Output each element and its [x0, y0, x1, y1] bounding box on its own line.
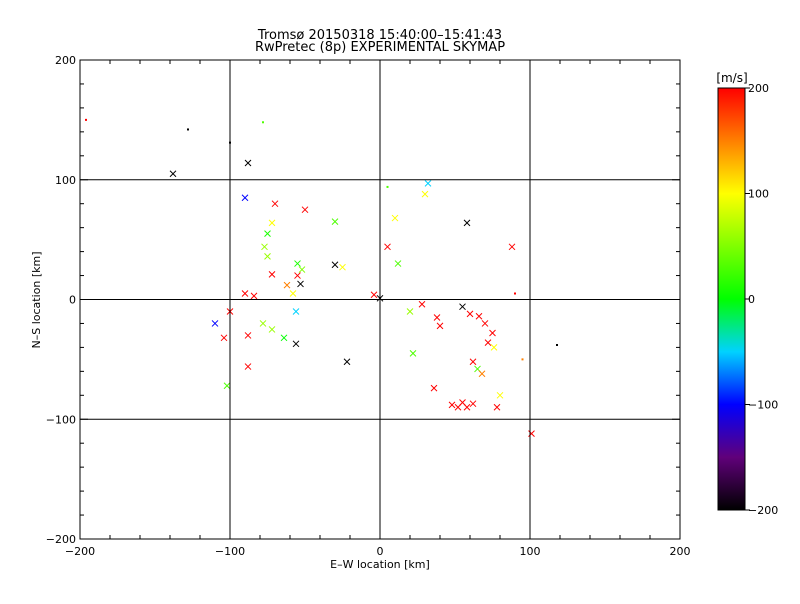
colorbar: [717, 87, 746, 511]
data-point-cross: [241, 290, 249, 297]
x-tick-label: 0: [377, 545, 384, 558]
data-point-cross: [436, 322, 444, 330]
data-point-cross: [294, 272, 301, 279]
x-tick-label: 200: [670, 545, 691, 558]
data-point-cross: [244, 332, 252, 339]
axis-ticks: [79, 59, 681, 540]
data-point-cross: [271, 200, 279, 208]
data-point-cross: [298, 266, 306, 273]
data-point-cross: [223, 382, 231, 390]
y-tick-label: 100: [55, 174, 76, 187]
data-point-cross: [508, 243, 516, 251]
y-tick-labels: −200 −100 0 100 200: [46, 54, 76, 546]
colorbar-tick-label: 100: [748, 188, 769, 201]
data-point-cross: [343, 358, 351, 366]
data-point-cross: [384, 243, 391, 251]
data-point-cross: [448, 401, 456, 409]
colorbar-ticks: 200 100 0 −100 −200: [745, 82, 778, 517]
data-point-cross: [496, 391, 504, 399]
data-point-dot: [187, 128, 189, 131]
data-point-cross: [292, 308, 300, 315]
data-point-cross: [289, 290, 297, 297]
data-point-cross: [283, 281, 291, 289]
data-point-cross: [481, 320, 489, 327]
data-point-cross: [259, 320, 267, 327]
data-point-cross: [394, 260, 402, 267]
data-point-cross: [264, 253, 271, 260]
chart-title: Tromsø 20150318 15:40:00–15:41:43: [257, 28, 502, 43]
data-point-cross: [268, 219, 276, 227]
data-point-cross: [430, 384, 438, 392]
data-point-cross: [459, 303, 466, 311]
data-point-cross: [406, 308, 414, 315]
plot-marks: [85, 118, 558, 437]
data-point-cross: [268, 270, 276, 278]
y-tick-label: 0: [69, 294, 76, 307]
colorbar-tick-label: −100: [748, 399, 778, 412]
data-point-cross: [478, 370, 486, 378]
data-point-cross: [294, 260, 301, 267]
data-point-cross: [424, 179, 432, 187]
data-point-cross: [264, 230, 271, 237]
data-point-cross: [484, 339, 492, 346]
data-point-cross: [418, 300, 426, 308]
grid-lines: [80, 60, 680, 539]
x-tick-label: 100: [520, 545, 541, 558]
data-point-cross: [370, 291, 378, 299]
x-tick-labels: −200 −100 0 100 200: [65, 545, 691, 558]
data-point-cross: [490, 344, 498, 351]
data-point-dot: [262, 121, 264, 124]
data-point-cross: [391, 214, 399, 222]
data-point-cross: [463, 219, 471, 227]
data-point-dot: [521, 358, 524, 361]
data-point-cross: [244, 159, 252, 167]
x-tick-label: −100: [215, 545, 245, 558]
data-point-cross: [250, 292, 258, 300]
data-point-cross: [301, 206, 309, 214]
data-point-dot: [386, 185, 389, 188]
x-axis-label: E–W location [km]: [330, 558, 430, 571]
colorbar-tick-label: −200: [748, 504, 778, 517]
data-point-cross: [261, 243, 268, 251]
data-point-cross: [421, 190, 429, 198]
colorbar-tick-label: 0: [748, 293, 755, 306]
data-point-cross: [280, 334, 288, 342]
data-point-cross: [244, 363, 252, 370]
data-point-cross: [528, 430, 535, 437]
data-point-cross: [339, 263, 346, 271]
y-tick-label: 200: [55, 54, 76, 67]
data-point-cross: [463, 403, 471, 411]
data-point-cross: [489, 329, 496, 337]
data-point-cross: [469, 400, 477, 408]
data-point-cross: [493, 403, 501, 411]
data-point-cross: [466, 310, 474, 318]
data-point-cross: [220, 334, 228, 342]
data-point-cross: [241, 194, 249, 202]
y-tick-label: −100: [46, 413, 76, 426]
data-point-cross: [169, 170, 177, 178]
data-point-cross: [297, 280, 304, 288]
colorbar-unit-label: [m/s]: [716, 71, 747, 85]
data-point-cross: [292, 340, 300, 348]
data-point-cross: [409, 350, 417, 357]
data-point-cross: [331, 218, 339, 226]
data-point-dot: [85, 118, 87, 121]
data-point-dot: [514, 292, 516, 295]
data-point-cross: [331, 261, 339, 269]
data-point-cross: [469, 358, 477, 366]
data-point-cross: [475, 312, 483, 320]
data-point-dot: [556, 344, 558, 347]
y-tick-label: −200: [46, 533, 76, 546]
data-point-cross: [211, 320, 219, 327]
data-point-cross: [433, 314, 441, 321]
colorbar-tick-label: 200: [748, 82, 769, 95]
x-tick-label: −200: [65, 545, 95, 558]
y-axis-label: N–S location [km]: [30, 251, 43, 348]
data-point-cross: [268, 326, 276, 333]
chart-subtitle: RwPretec (8p) EXPERIMENTAL SKYMAP: [255, 40, 505, 55]
